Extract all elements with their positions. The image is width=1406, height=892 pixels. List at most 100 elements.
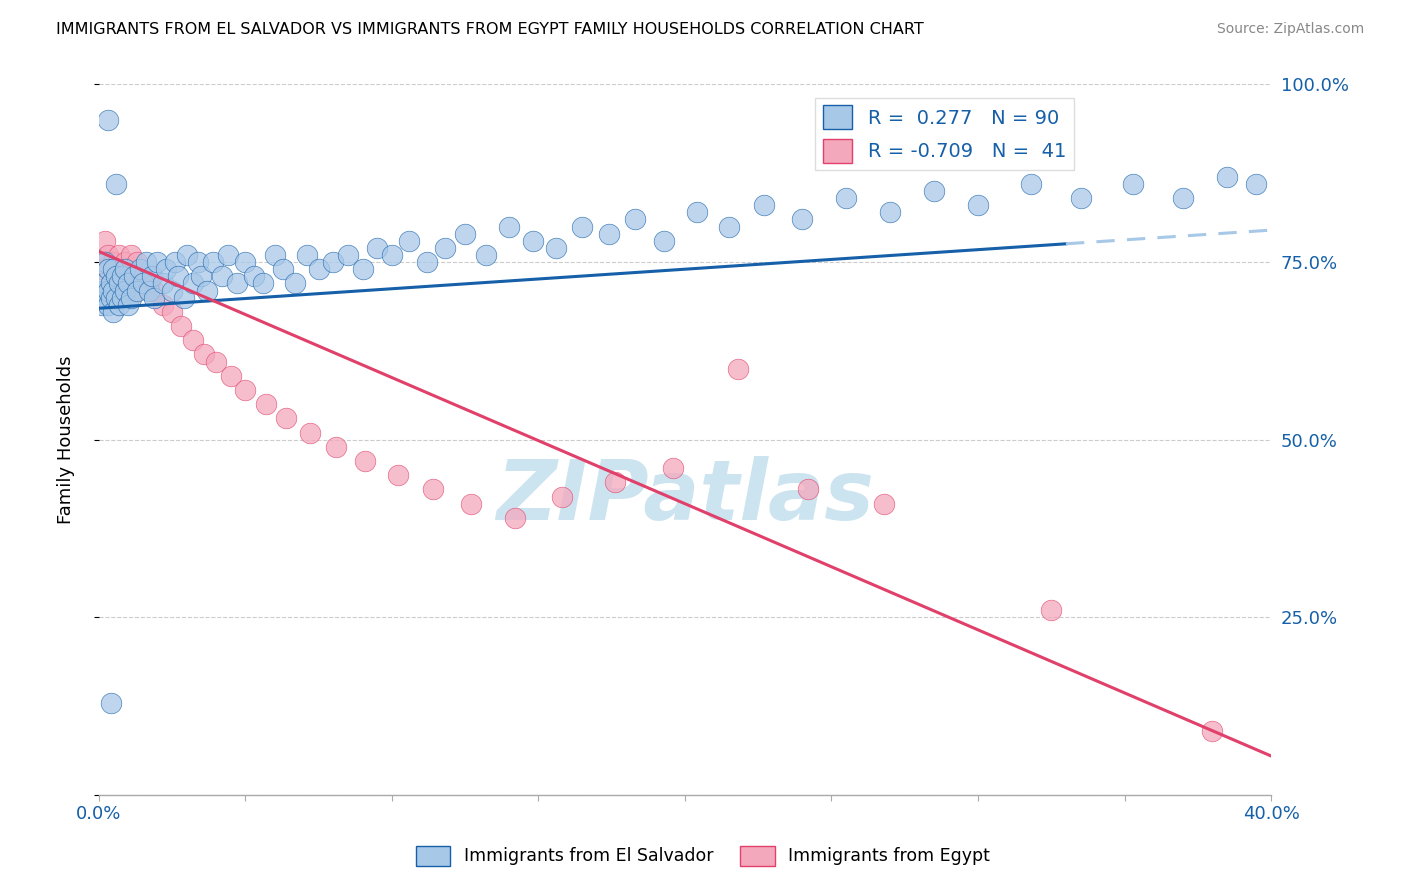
Point [93, 255, 115, 269]
Point [873, 497, 896, 511]
Point [308, 262, 330, 277]
Point [146, 255, 169, 269]
Point [138, 284, 160, 298]
Point [654, 234, 676, 248]
Point [163, 255, 186, 269]
Point [143, 291, 166, 305]
Point [100, 277, 122, 291]
Point [103, 305, 125, 319]
Point [835, 191, 858, 205]
Point [93, 234, 115, 248]
Point [416, 255, 439, 269]
Point [243, 269, 266, 284]
Point [120, 248, 142, 262]
Point [252, 277, 274, 291]
Point [122, 284, 145, 298]
Point [354, 454, 377, 468]
Point [503, 511, 526, 525]
Point [603, 475, 626, 490]
Point [322, 255, 344, 269]
Point [202, 255, 225, 269]
Point [366, 241, 388, 255]
Point [422, 483, 444, 497]
Point [454, 227, 477, 241]
Point [233, 255, 256, 269]
Point [155, 262, 177, 277]
Point [97, 112, 120, 127]
Point [93, 291, 115, 305]
Point [160, 284, 183, 298]
Point [662, 461, 685, 475]
Point [125, 284, 148, 298]
Point [108, 277, 131, 291]
Point [797, 483, 820, 497]
Point [219, 368, 242, 383]
Point [93, 277, 115, 291]
Point [138, 277, 160, 291]
Point [685, 205, 707, 219]
Point [181, 277, 204, 291]
Point [276, 411, 298, 425]
Point [117, 277, 139, 291]
Point [103, 255, 125, 269]
Point [233, 383, 256, 397]
Point [1070, 191, 1092, 205]
Point [108, 298, 131, 312]
Point [1201, 724, 1223, 739]
Point [1040, 603, 1063, 617]
Point [111, 291, 134, 305]
Point [97, 262, 120, 277]
Point [551, 490, 574, 504]
Point [90, 284, 112, 298]
Point [135, 255, 157, 269]
Point [111, 269, 134, 284]
Point [273, 262, 295, 277]
Point [717, 219, 740, 234]
Point [1019, 177, 1042, 191]
Point [132, 277, 155, 291]
Point [114, 255, 136, 269]
Point [128, 262, 150, 277]
Point [792, 212, 814, 227]
Point [193, 347, 215, 361]
Point [1216, 169, 1239, 184]
Point [152, 277, 174, 291]
Point [173, 291, 195, 305]
Point [132, 269, 155, 284]
Text: Source: ZipAtlas.com: Source: ZipAtlas.com [1216, 22, 1364, 37]
Point [100, 291, 122, 305]
Point [263, 248, 285, 262]
Point [922, 184, 945, 198]
Point [122, 269, 145, 284]
Point [97, 298, 120, 312]
Point [498, 219, 520, 234]
Point [298, 425, 321, 440]
Point [1122, 177, 1144, 191]
Point [100, 696, 122, 710]
Point [125, 255, 148, 269]
Point [90, 298, 112, 312]
Point [117, 298, 139, 312]
Point [105, 269, 128, 284]
Point [295, 248, 318, 262]
Point [111, 269, 134, 284]
Point [152, 298, 174, 312]
Point [460, 497, 482, 511]
Point [143, 284, 166, 298]
Point [170, 319, 193, 334]
Point [284, 277, 307, 291]
Point [727, 361, 749, 376]
Point [624, 212, 647, 227]
Point [167, 269, 190, 284]
Point [117, 277, 139, 291]
Text: ZIPatlas: ZIPatlas [496, 456, 875, 537]
Point [752, 198, 775, 212]
Point [387, 468, 409, 483]
Point [325, 440, 347, 454]
Point [190, 269, 212, 284]
Point [598, 227, 620, 241]
Point [105, 177, 128, 191]
Point [103, 284, 125, 298]
Point [176, 248, 198, 262]
Point [381, 248, 404, 262]
